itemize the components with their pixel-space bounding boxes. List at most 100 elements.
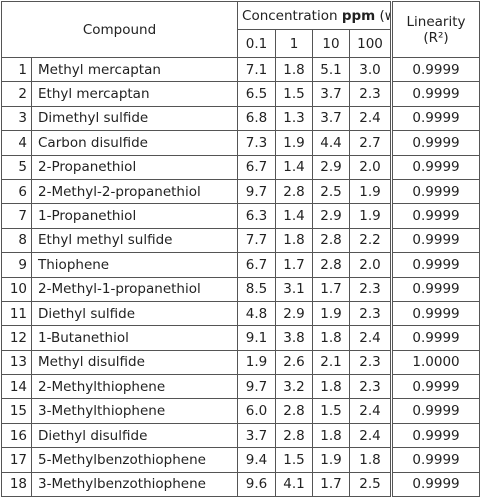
- unit-rest: (w/w): [379, 7, 391, 24]
- concentration-value: 2.4: [349, 422, 393, 449]
- concentration-value: 1.8: [312, 374, 351, 400]
- concentration-value: 2.5: [349, 471, 393, 498]
- row-index: 14: [1, 374, 32, 400]
- concentration-value: 2.3: [349, 300, 393, 327]
- linearity-value: 1.0000: [390, 349, 481, 376]
- linearity-value: 0.9999: [390, 471, 481, 498]
- concentration-value: 9.6: [237, 471, 277, 498]
- concentration-value: 1.7: [312, 276, 351, 302]
- compound-name: 1-Butanethiol: [30, 325, 239, 351]
- concentration-value: 2.0: [349, 252, 393, 278]
- table-row: 1 Methyl mercaptan 7.1 1.8 5.1 3.0 0.9999: [1, 56, 481, 83]
- compound-name: 2-Propanethiol: [30, 154, 239, 180]
- compound-name: Ethyl mercaptan: [30, 81, 239, 107]
- concentration-value: 6.0: [237, 398, 277, 424]
- concentration-value: 6.7: [237, 252, 277, 278]
- concentration-value: 1.8: [312, 422, 351, 449]
- concentration-value: 1.9: [349, 203, 393, 229]
- concentration-value: 2.9: [275, 300, 314, 327]
- linearity-header: Linearity (R²): [390, 1, 481, 58]
- linearity-value: 0.9999: [390, 447, 481, 473]
- linearity-value: 0.9999: [390, 154, 481, 180]
- concentration-value: 2.3: [349, 349, 393, 376]
- concentration-value: 9.7: [237, 374, 277, 400]
- concentration-value: 2.8: [312, 252, 351, 278]
- concentration-value: 2.9: [312, 154, 351, 180]
- concentration-value: 6.7: [237, 154, 277, 180]
- table-row: 16 Diethyl disulfide 3.7 2.8 1.8 2.4 0.9999: [1, 422, 481, 449]
- concentration-value: 2.3: [349, 81, 393, 107]
- row-index: 9: [1, 252, 32, 278]
- concentration-value: 2.8: [275, 178, 314, 205]
- row-index: 5: [1, 154, 32, 180]
- compound-name: 3-Methylthiophene: [30, 398, 239, 424]
- row-index: 8: [1, 227, 32, 254]
- concentration-value: 1.3: [275, 105, 314, 132]
- concentration-value: 6.8: [237, 105, 277, 132]
- concentration-value: 1.9: [349, 178, 393, 205]
- row-index: 1: [1, 56, 32, 83]
- row-index: 17: [1, 447, 32, 473]
- concentration-value: 3.8: [275, 325, 314, 351]
- concentration-value: 1.9: [275, 130, 314, 156]
- table-row: 11 Diethyl sulfide 4.8 2.9 1.9 2.3 0.9999: [1, 300, 481, 327]
- linearity-value: 0.9999: [390, 227, 481, 254]
- linearity-value: 0.9999: [390, 56, 481, 83]
- concentration-value: 8.5: [237, 276, 277, 302]
- concentration-value: 2.8: [275, 422, 314, 449]
- table-row: 3 Dimethyl sulfide 6.8 1.3 3.7 2.4 0.9999: [1, 105, 481, 132]
- concentration-value: 3.2: [275, 374, 314, 400]
- level-header: 10: [312, 29, 351, 58]
- concentration-value: 2.4: [349, 105, 393, 132]
- compound-name: Methyl mercaptan: [30, 56, 239, 83]
- compound-name: 3-Methylbenzothiophene: [30, 471, 239, 498]
- row-index: 3: [1, 105, 32, 132]
- compound-name: Ethyl methyl sulfide: [30, 227, 239, 254]
- concentration-value: 7.1: [237, 56, 277, 83]
- table-row: 15 3-Methylthiophene 6.0 2.8 1.5 2.4 0.9999: [1, 398, 481, 424]
- concentration-value: 1.7: [275, 252, 314, 278]
- table-row: 17 5-Methylbenzothiophene 9.4 1.5 1.9 1.8 0.99…: [1, 447, 481, 473]
- row-index: 10: [1, 276, 32, 302]
- row-index: 13: [1, 349, 32, 376]
- concentration-value: 9.1: [237, 325, 277, 351]
- concentration-value: 9.4: [237, 447, 277, 473]
- concentration-value: 2.8: [312, 227, 351, 254]
- row-index: 4: [1, 130, 32, 156]
- concentration-header: Concentration ppm (w/w): [237, 1, 393, 30]
- concentration-value: 2.6: [275, 349, 314, 376]
- linearity-value: 0.9999: [390, 81, 481, 107]
- table-row: 4 Carbon disulfide 7.3 1.9 4.4 2.7 0.9999: [1, 130, 481, 156]
- concentration-value: 1.7: [312, 471, 351, 498]
- compound-name: 5-Methylbenzothiophene: [30, 447, 239, 473]
- row-index: 6: [1, 178, 32, 205]
- compound-name: Carbon disulfide: [30, 130, 239, 156]
- table-row: 10 2-Methyl-1-propanethiol 8.5 3.1 1.7 2.3 0.9…: [1, 276, 481, 302]
- unit-bold: ppm: [341, 7, 376, 24]
- linearity-value: 0.9999: [390, 374, 481, 400]
- concentration-value: 4.8: [237, 300, 277, 327]
- concentration-value: 3.7: [237, 422, 277, 449]
- concentration-value: 1.8: [275, 56, 314, 83]
- concentration-value: 2.3: [349, 374, 393, 400]
- concentration-value: 2.8: [275, 398, 314, 424]
- row-index: 7: [1, 203, 32, 229]
- concentration-value: 2.2: [349, 227, 393, 254]
- linearity-value: 0.9999: [390, 276, 481, 302]
- compound-name: Diethyl disulfide: [30, 422, 239, 449]
- linearity-value: 0.9999: [390, 203, 481, 229]
- concentration-value: 1.5: [275, 447, 314, 473]
- linearity-value: 0.9999: [390, 252, 481, 278]
- concentration-value: 9.7: [237, 178, 277, 205]
- concentration-value: 1.8: [275, 227, 314, 254]
- level-header: 100: [349, 29, 393, 58]
- linearity-value: 0.9999: [390, 178, 481, 205]
- concentration-value: 1.9: [237, 349, 277, 376]
- concentration-value: 3.1: [275, 276, 314, 302]
- concentration-value: 2.4: [349, 398, 393, 424]
- table-row: 8 Ethyl methyl sulfide 7.7 1.8 2.8 2.2 0.9999: [1, 227, 481, 254]
- compound-header: Compound: [0, 1, 239, 58]
- compound-name: Diethyl sulfide: [30, 300, 239, 327]
- compound-name: Dimethyl sulfide: [30, 105, 239, 132]
